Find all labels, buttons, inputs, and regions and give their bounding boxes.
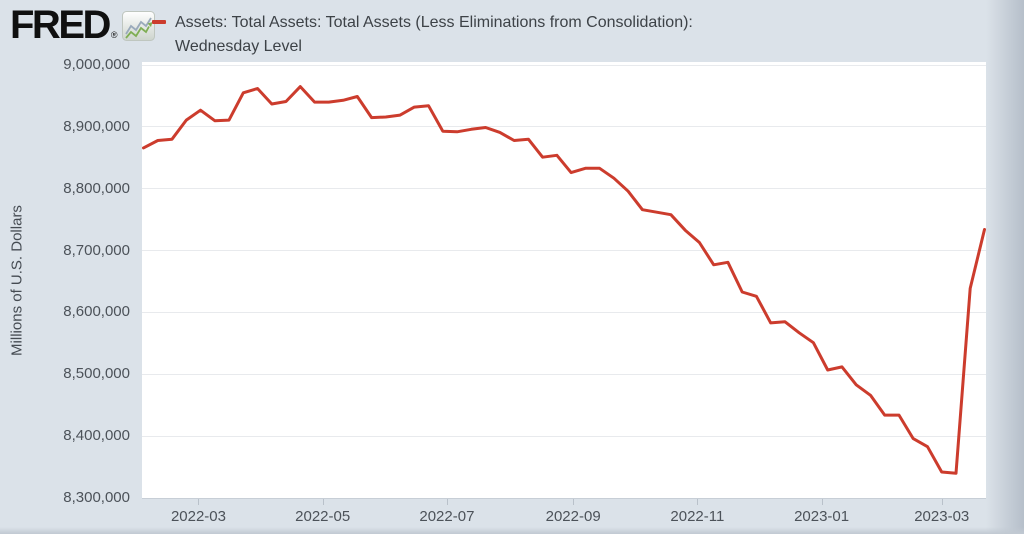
x-tick-label: 2022-03 [170,508,226,525]
fred-logo[interactable]: FRED ® [10,3,155,47]
data-line [142,85,986,475]
x-tick [198,499,200,505]
y-gridline [142,311,986,313]
series-title-line1: Assets: Total Assets: Total Assets (Less… [175,14,693,31]
x-tick [821,499,823,505]
y-tick-label: 8,900,000 [63,117,130,135]
y-gridline [142,188,986,190]
x-tick-label: 2022-11 [670,508,725,525]
x-tick [446,499,448,505]
x-tick [697,499,699,505]
bottom-edge-shade [0,527,1024,534]
y-tick-label: 8,600,000 [63,303,130,321]
x-tick-label: 2022-07 [419,508,475,525]
series-title-line2: Wednesday Level [175,38,302,55]
x-tick-label: 2022-05 [295,508,351,525]
plot-area[interactable] [142,62,986,499]
y-tick-label: 9,000,000 [63,56,130,73]
legend-line-swatch [152,20,166,24]
y-gridline [142,373,986,375]
series-title: Assets: Total Assets: Total Assets (Less… [175,11,693,59]
y-tick-label: 8,300,000 [63,489,130,506]
fred-logo-chart-icon [121,11,155,41]
x-tick [322,499,324,505]
x-tick-label: 2022-09 [545,508,601,525]
fred-logo-text: FRED [10,3,111,47]
y-gridline [142,64,986,66]
y-gridline [142,250,986,252]
chart-legend: Assets: Total Assets: Total Assets (Less… [152,11,693,59]
y-tick-label: 8,400,000 [63,427,130,445]
right-edge-shade [986,0,1024,534]
registered-trademark: ® [110,30,118,40]
y-axis-title: Millions of U.S. Dollars [8,205,26,356]
y-tick-label: 8,800,000 [63,179,130,197]
x-tick-label: 2023-01 [794,508,850,525]
y-gridline [142,435,986,437]
x-tick [573,499,575,505]
y-tick-label: 8,700,000 [63,241,130,259]
y-tick-label: 8,500,000 [63,365,130,383]
y-gridline [142,126,986,128]
x-tick-label: 2023-03 [914,508,970,525]
x-tick [941,499,943,505]
